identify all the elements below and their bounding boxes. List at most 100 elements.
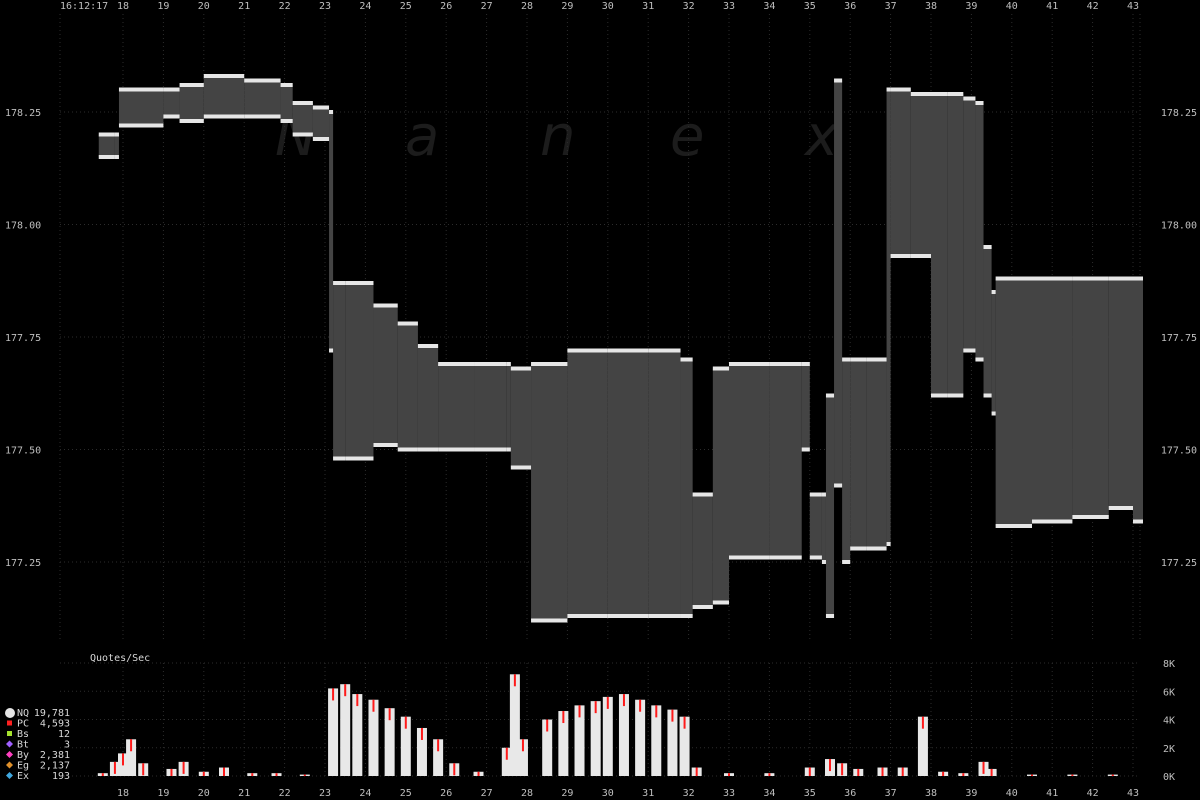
spread-segment xyxy=(680,359,693,616)
bid-mark xyxy=(1108,506,1133,510)
x-tick-label: 28 xyxy=(521,788,533,799)
legend-code: NQ xyxy=(17,708,29,719)
volume-bar xyxy=(433,739,444,776)
bid-mark xyxy=(866,546,887,551)
bid-mark xyxy=(329,348,334,353)
ask-mark xyxy=(373,303,398,308)
ask-mark xyxy=(692,492,713,497)
x-tick-label: 40 xyxy=(1006,1,1018,12)
ask-mark xyxy=(329,110,334,114)
volume-bar-accent xyxy=(182,761,185,774)
ask-mark xyxy=(345,281,374,285)
ask-mark xyxy=(114,132,119,137)
spread-segment xyxy=(1133,278,1143,522)
legend-marker xyxy=(6,751,13,758)
bid-mark xyxy=(947,393,964,398)
bid-mark xyxy=(886,542,891,546)
y-tick-label: 178.00 xyxy=(1161,221,1197,232)
ask-mark xyxy=(417,344,439,348)
volume-tick-label: 6K xyxy=(1163,687,1175,698)
spread-segment xyxy=(910,94,931,256)
spread-segment xyxy=(373,305,398,445)
ask-mark xyxy=(280,83,293,87)
volume-bar-accent xyxy=(655,705,658,718)
x-tick-label: 26 xyxy=(440,1,452,12)
bid-mark xyxy=(114,155,119,159)
bid-mark xyxy=(692,605,713,609)
ask-mark xyxy=(769,362,802,366)
volume-tick-label: 2K xyxy=(1163,744,1175,755)
volume-bar-accent xyxy=(404,716,407,729)
bid-mark xyxy=(163,114,180,119)
ask-mark xyxy=(333,281,346,285)
spread-segment xyxy=(991,292,996,414)
bid-mark xyxy=(567,614,608,618)
y-tick-label: 177.75 xyxy=(5,333,41,344)
ask-mark xyxy=(1133,276,1143,281)
spread-segment xyxy=(417,346,439,450)
x-axis-bottom: 18 19 20 21 22 23 24 25 26 27 28 29 30 31 32 33 34 35 36 37… xyxy=(117,788,1139,799)
volume-bar-accent xyxy=(388,708,391,721)
x-tick-label: 31 xyxy=(642,1,654,12)
bid-mark xyxy=(312,137,330,141)
x-tick-label: 34 xyxy=(763,1,775,12)
legend-code: Ex xyxy=(17,771,29,782)
bid-mark xyxy=(825,614,835,618)
bid-mark xyxy=(531,618,568,623)
ask-mark xyxy=(821,492,826,497)
bid-mark xyxy=(995,524,1032,528)
price-spread-area xyxy=(98,76,1143,621)
volume-bar-accent xyxy=(1031,774,1033,776)
ask-mark xyxy=(163,87,180,92)
bid-mark xyxy=(292,132,313,137)
bid-mark xyxy=(280,119,293,123)
x-tick-label: 35 xyxy=(804,1,816,12)
spread-segment xyxy=(114,134,119,157)
spread-segment xyxy=(769,364,802,558)
ask-mark xyxy=(931,92,948,96)
legend-code: PC xyxy=(17,719,29,730)
legend: NQ 19,781 PC 4,593 Bs 12 Bt 3 By 2,381 Eg 2,137 Ex 19… xyxy=(5,708,70,782)
volume-bar-accent xyxy=(505,747,508,760)
spread-segment xyxy=(280,85,293,121)
x-tick-label: 20 xyxy=(198,788,210,799)
x-tick-label: 43 xyxy=(1127,1,1139,12)
ask-mark xyxy=(292,101,313,105)
bid-mark xyxy=(1032,519,1073,524)
volume-bar xyxy=(517,739,528,776)
watermark-letter: x xyxy=(803,104,839,169)
volume-bar-accent xyxy=(130,739,133,752)
bid-mark xyxy=(983,393,992,398)
bid-mark xyxy=(991,411,996,416)
x-tick-label: 24 xyxy=(359,1,371,12)
y-tick-label: 178.25 xyxy=(5,108,41,119)
x-tick-label: 39 xyxy=(965,788,977,799)
volume-bar xyxy=(384,708,395,776)
x-tick-label: 41 xyxy=(1046,788,1058,799)
volume-bar-accent xyxy=(521,739,524,752)
volume-bar-accent xyxy=(829,759,831,772)
ask-mark xyxy=(991,290,996,294)
volume-bar-accent xyxy=(101,773,104,776)
volume-bar-accent xyxy=(303,774,306,776)
volume-bar-accent xyxy=(420,727,423,740)
y-tick-label: 177.50 xyxy=(5,446,41,457)
spread-segment xyxy=(1072,278,1109,517)
spread-segment xyxy=(506,364,511,450)
y-tick-label: 178.25 xyxy=(1161,108,1197,119)
legend-item: PC 4,593 xyxy=(7,719,70,730)
bid-mark xyxy=(809,555,822,560)
watermark-letter: n xyxy=(540,104,576,169)
bid-mark xyxy=(98,155,115,159)
bid-mark xyxy=(1072,515,1109,519)
x-tick-label: 32 xyxy=(683,788,695,799)
legend-count: 4,593 xyxy=(40,719,70,730)
volume-bar-accent xyxy=(142,763,145,776)
spread-segment xyxy=(474,364,507,450)
bid-mark xyxy=(801,447,810,452)
ask-mark xyxy=(474,362,507,366)
spread-segment xyxy=(850,359,867,549)
spread-segment xyxy=(531,364,568,621)
watermark: Nanex xyxy=(275,104,839,169)
spread-segment xyxy=(203,76,245,117)
